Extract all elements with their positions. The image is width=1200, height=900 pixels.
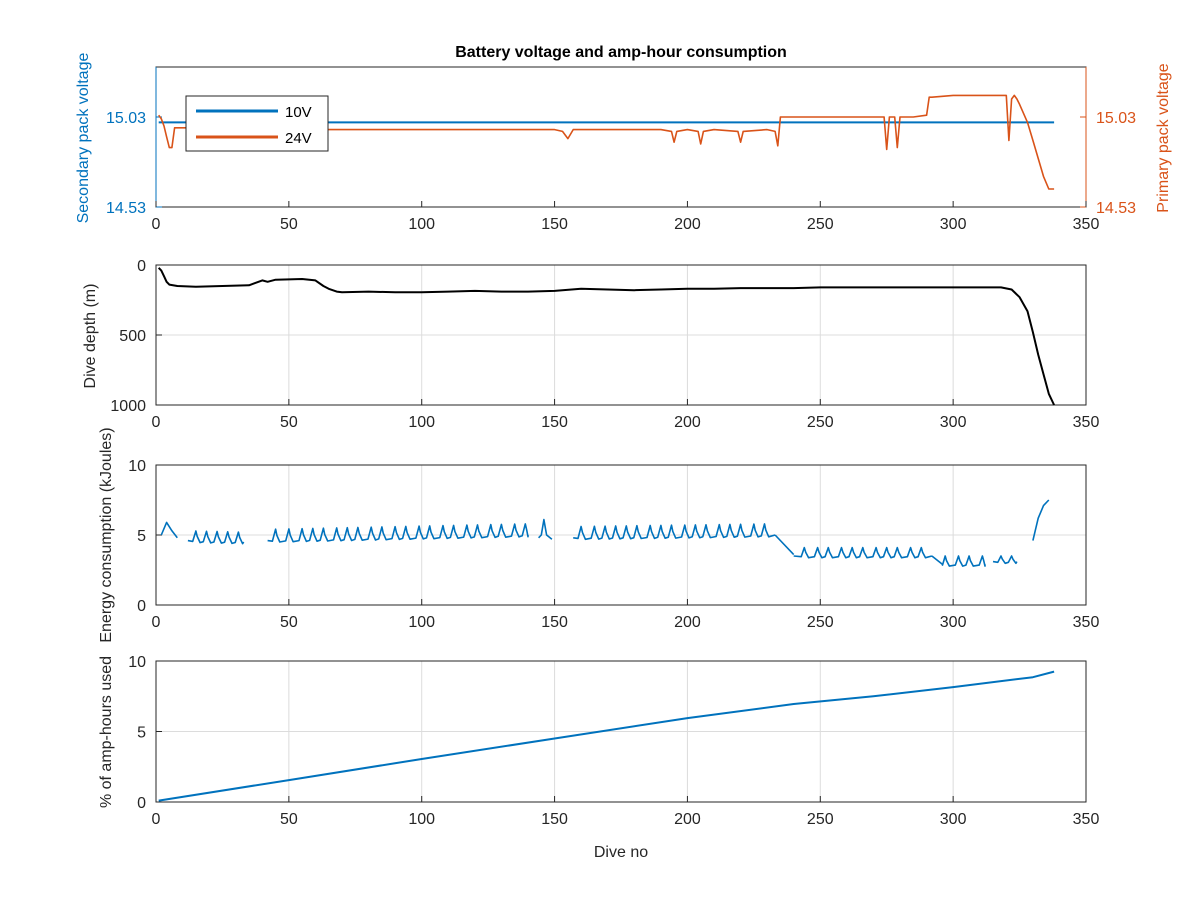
amphours-axis-label: % of amp-hours used [98,656,115,808]
chart-title: Battery voltage and amp-hour consumption [455,44,787,61]
x-tick-label: 350 [1073,614,1100,631]
x-tick-label: 150 [541,414,568,431]
energy-series-segment [774,534,795,556]
x-tick-label: 200 [674,811,701,828]
y-tick-label: 0 [137,258,146,275]
x-tick-label: 250 [807,811,834,828]
legend-box [185,95,329,152]
y-tick-label: 5 [137,725,146,742]
x-tick-label: 200 [674,414,701,431]
x-tick-label: 150 [541,811,568,828]
energy-series-segment [573,523,776,541]
y-tick-label: 1000 [110,398,146,415]
x-tick-label: 0 [152,414,161,431]
x-tick-label: 200 [674,216,701,233]
x-tick-label: 350 [1073,216,1100,233]
y-tick-label: 10 [128,654,146,671]
x-tick-label: 300 [940,414,967,431]
left-y-tick-label: 14.53 [106,200,146,217]
energy-series-segment [538,518,553,540]
left-y-tick-label: 15.03 [106,110,146,127]
voltage-subplot: 14.53 15.03 14.53 15.03 0 50 100 150 200 250 300 35… [106,66,1136,233]
x-tick-label: 250 [807,414,834,431]
y-tick-label: 5 [137,528,146,545]
energy-series-segment [931,555,943,566]
x-tick-label: 100 [408,216,435,233]
x-tick-label: 300 [940,216,967,233]
energy-series-segment [793,546,933,559]
amphours-series-line [158,670,1055,802]
x-tick-label: 50 [280,614,298,631]
y-tick-label: 500 [119,328,146,345]
legend-10v-label: 10V [285,104,312,121]
x-tick-label: 50 [280,811,298,828]
x-tick-label: 150 [541,216,568,233]
x-tick-label: 0 [152,614,161,631]
x-tick-label: 100 [408,614,435,631]
energy-series-segment [187,530,245,545]
energy-series-segment [267,523,529,543]
primary-voltage-axis-label: Primary pack voltage [1155,63,1172,212]
x-tick-label: 50 [280,216,298,233]
x-tick-label: 350 [1073,414,1100,431]
energy-series-segment [941,555,986,567]
energy-series-segment [160,521,178,539]
y-tick-label: 0 [137,598,146,615]
y-tick-label: 0 [137,795,146,812]
depth-series-line [157,267,1056,406]
energy-axis-label: Energy consumption (kJoules) [98,427,115,642]
x-tick-label: 0 [152,811,161,828]
x-tick-label: 50 [280,414,298,431]
x-tick-label: 200 [674,614,701,631]
x-tick-label: 100 [408,811,435,828]
x-tick-label: 0 [152,216,161,233]
depth-axis-label: Dive depth (m) [82,284,99,389]
x-axis-label: Dive no [594,844,648,861]
x-tick-label: 300 [940,614,967,631]
energy-series-segment [992,555,1018,565]
x-tick-label: 150 [541,614,568,631]
y-tick-label: 10 [128,458,146,475]
x-tick-label: 250 [807,614,834,631]
x-tick-label: 100 [408,414,435,431]
secondary-voltage-axis-label: Secondary pack voltage [75,53,92,224]
right-y-tick-label: 14.53 [1096,200,1136,217]
x-tick-label: 350 [1073,811,1100,828]
energy-series-segment [1032,499,1050,541]
x-tick-label: 300 [940,811,967,828]
legend: 10V 24V [185,95,329,152]
right-y-tick-label: 15.03 [1096,110,1136,127]
legend-24v-label: 24V [285,130,312,147]
depth-subplot: 0 500 1000 0 50 100 150 200 250 300 350 [110,258,1099,431]
x-tick-label: 250 [807,216,834,233]
